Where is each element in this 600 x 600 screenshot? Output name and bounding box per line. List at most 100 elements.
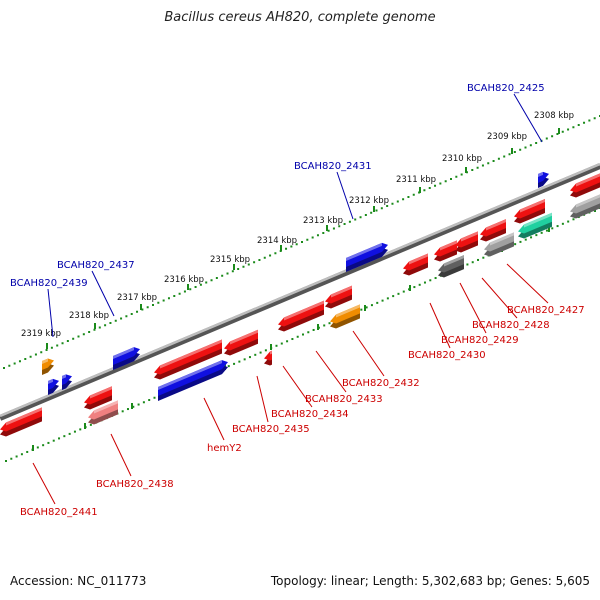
scale-dot <box>157 301 160 304</box>
gene-label: hemY2 <box>207 443 242 454</box>
gene-highlight <box>42 358 48 364</box>
scale-dot <box>524 238 527 241</box>
scale-dot <box>173 295 176 297</box>
scale-dot <box>189 288 192 291</box>
leader-line <box>47 288 54 338</box>
label-hemy2: hemY2 <box>203 397 242 454</box>
scale-dot <box>295 243 298 246</box>
scale-label: 2319 kbp <box>21 329 61 339</box>
label-bcah820-2434: BCAH820_2434 <box>271 365 349 420</box>
scale-dot <box>141 308 144 311</box>
scale-dot <box>535 234 538 237</box>
scale-dot <box>412 193 415 196</box>
gene-body <box>113 347 140 365</box>
gene-bcah820-2434 <box>264 350 272 366</box>
scale-dot <box>577 124 580 126</box>
scale-dot <box>593 117 596 120</box>
scale-dot <box>338 225 341 228</box>
scale-dot <box>274 252 277 255</box>
scale-dot <box>428 187 431 189</box>
scale-dot <box>370 304 373 307</box>
gene-highlight <box>461 231 478 242</box>
gene-bcah820-2428-a <box>480 219 506 242</box>
scale-dot <box>354 218 357 221</box>
label-bcah820-2441: BCAH820_2441 <box>20 462 98 518</box>
scale-dot <box>72 337 75 340</box>
scale-dot <box>375 209 378 212</box>
gene-bcah820-2433 <box>278 300 324 332</box>
gene-highlight <box>62 374 66 379</box>
scale-dot <box>556 225 559 228</box>
scale-dot <box>343 223 346 225</box>
gene-bcah820-2435 <box>224 329 258 356</box>
gene-ncrna <box>518 212 552 239</box>
scale-dot <box>423 281 426 284</box>
gene-label: BCAH820_2433 <box>305 394 383 405</box>
scale-dot <box>243 358 246 361</box>
label-bcah820-2435: BCAH820_2435 <box>232 375 310 435</box>
scale-dot <box>376 301 379 304</box>
genome-summary-text: Topology: linear; Length: 5,302,683 bp; … <box>270 574 590 588</box>
scale-dot <box>88 331 91 333</box>
scale-dot <box>572 126 575 129</box>
scale-dot <box>132 405 135 408</box>
scale-dot <box>434 277 437 280</box>
scale-dot <box>524 146 527 149</box>
scale-dot <box>296 335 299 338</box>
scale-dot <box>530 236 533 239</box>
leader-line <box>481 277 518 319</box>
label-bcah820-2438: BCAH820_2438 <box>96 433 174 490</box>
scale-dot <box>205 281 208 284</box>
scale-dot <box>583 121 586 124</box>
scale-dot <box>178 292 181 295</box>
scale-dot <box>460 173 463 176</box>
scale-dot <box>226 272 229 275</box>
gene-dark-2430 <box>438 255 464 278</box>
scale-dot <box>381 299 384 302</box>
scale-dot <box>481 164 484 167</box>
scale-label: 2318 kbp <box>69 311 109 321</box>
scale-dot <box>109 322 112 324</box>
scale-dot <box>402 290 405 293</box>
scale-dot <box>98 326 101 329</box>
scale-dot <box>3 367 5 369</box>
scale-dot <box>556 133 559 135</box>
scale-dot <box>444 180 447 183</box>
scale-dot <box>26 450 29 453</box>
gene-highlight <box>576 173 600 187</box>
backbone-layer <box>0 162 600 421</box>
scale-dot <box>142 401 145 404</box>
scale-dot <box>58 437 61 440</box>
scale-dot <box>61 342 64 345</box>
scale-dot <box>68 432 71 435</box>
scale-dot <box>561 222 564 225</box>
scale-dot <box>360 308 363 311</box>
scale-dot <box>73 430 76 433</box>
leader-line <box>110 433 132 477</box>
scale-dot <box>259 351 262 354</box>
label-bcah820-2437: BCAH820_2437 <box>57 260 135 317</box>
gene-label: BCAH820_2438 <box>96 479 174 490</box>
scale-label: 2310 kbp <box>442 154 482 164</box>
scale-dot <box>455 175 458 178</box>
scale-dot <box>248 356 251 359</box>
leader-line <box>429 302 451 349</box>
scale-dot <box>227 365 230 368</box>
scale-dot <box>359 216 362 219</box>
scale-layer: 2308 kbp 2309 kbp 2310 kbp 2311 kbp 2312 kbp… <box>3 111 600 462</box>
scale-dot <box>567 128 570 131</box>
gene-highlight <box>331 285 352 298</box>
leader-line <box>459 282 487 334</box>
gene-highlight <box>48 378 53 384</box>
scale-dot <box>327 229 330 232</box>
scale-dot <box>529 144 532 147</box>
scale-dot <box>121 410 124 413</box>
scale-dot <box>125 315 128 318</box>
scale-dot <box>56 344 59 347</box>
scale-dot <box>291 338 294 341</box>
scale-dot <box>439 182 442 185</box>
gene-highlight <box>160 339 222 369</box>
scale-dot <box>471 261 474 264</box>
scale-dot <box>413 286 416 289</box>
scale-dot <box>497 157 500 160</box>
